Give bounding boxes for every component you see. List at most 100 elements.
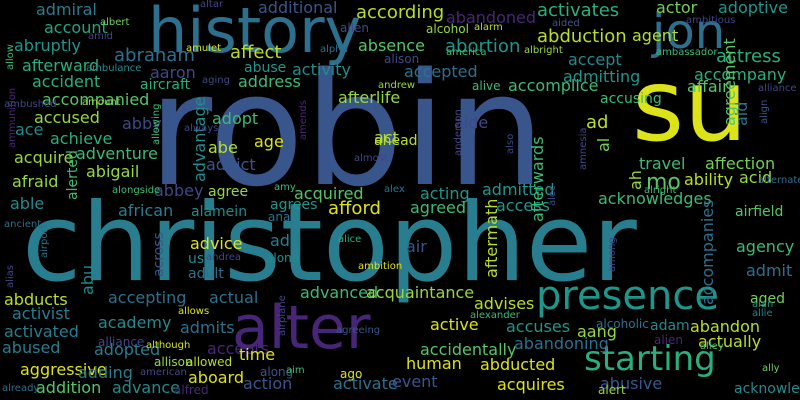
word: accepted bbox=[404, 62, 478, 81]
word: ah bbox=[626, 170, 645, 190]
word: accuses bbox=[506, 317, 571, 336]
word: american bbox=[140, 367, 187, 378]
word: alcoholic bbox=[596, 317, 649, 331]
word: acting bbox=[420, 184, 470, 203]
word: alone bbox=[266, 251, 300, 265]
word: admiral bbox=[36, 0, 97, 19]
word: across bbox=[151, 232, 167, 277]
word: agreement bbox=[720, 38, 739, 126]
word: actor bbox=[656, 0, 698, 17]
word: allowed bbox=[186, 355, 233, 369]
word: alison bbox=[384, 52, 420, 66]
word: alright bbox=[644, 185, 677, 196]
word: activity bbox=[292, 60, 351, 79]
word: aircraft bbox=[140, 77, 191, 93]
word: accidentally bbox=[420, 340, 517, 359]
word: andrew bbox=[378, 80, 416, 91]
word: abandon bbox=[690, 317, 760, 336]
word: abandoning bbox=[514, 334, 609, 353]
word: adam bbox=[650, 318, 690, 334]
word: air bbox=[406, 237, 427, 256]
word: amends bbox=[298, 100, 309, 140]
word: afford bbox=[328, 198, 381, 219]
word: affection bbox=[705, 154, 776, 173]
word: ace bbox=[15, 120, 44, 139]
word: affect bbox=[230, 42, 282, 63]
word: ambassador bbox=[656, 47, 718, 58]
word: abu bbox=[78, 264, 97, 295]
word: airfield bbox=[735, 204, 784, 220]
word: event bbox=[392, 372, 438, 391]
word: agreeing bbox=[336, 325, 381, 336]
word: admit bbox=[746, 261, 793, 280]
word: allows bbox=[178, 306, 210, 317]
word: alpha bbox=[320, 44, 348, 55]
word: admitted bbox=[482, 180, 555, 199]
word: christopher bbox=[22, 181, 637, 306]
word: time bbox=[239, 345, 276, 364]
word: albert bbox=[100, 17, 130, 28]
word: airplane bbox=[277, 295, 288, 336]
word: anderson bbox=[453, 109, 464, 156]
word: alien bbox=[654, 333, 684, 347]
word: ahead bbox=[374, 133, 418, 149]
word: ana bbox=[268, 210, 291, 224]
word: abandoned bbox=[446, 8, 536, 27]
word: actually bbox=[698, 332, 762, 351]
word: adopt bbox=[212, 109, 259, 128]
word: amulet bbox=[186, 43, 222, 54]
word: adult bbox=[188, 266, 224, 282]
word: acid bbox=[739, 168, 773, 187]
word: america bbox=[446, 47, 487, 58]
word: abusive bbox=[600, 374, 663, 393]
word: alert bbox=[598, 383, 626, 397]
word: adopted bbox=[94, 340, 161, 359]
word: almost bbox=[354, 153, 388, 164]
word: aged bbox=[750, 291, 785, 307]
word: admits bbox=[180, 318, 235, 337]
word: afterlife bbox=[338, 88, 401, 107]
word: afterward bbox=[22, 56, 100, 75]
word: act bbox=[374, 128, 399, 147]
word: accepts bbox=[207, 339, 270, 358]
word: advice bbox=[190, 234, 243, 253]
word: abe bbox=[208, 138, 238, 157]
word: accept bbox=[568, 50, 622, 69]
word: abused bbox=[2, 338, 61, 357]
word: agent bbox=[632, 26, 679, 45]
word: actress bbox=[716, 46, 781, 67]
word: allison bbox=[154, 355, 193, 369]
word: alley bbox=[700, 341, 724, 352]
word: alongside bbox=[112, 185, 161, 196]
word: acquire bbox=[14, 148, 74, 167]
word: advises bbox=[474, 294, 535, 313]
word: agency bbox=[736, 237, 795, 256]
word: aided bbox=[552, 18, 580, 29]
word: agree bbox=[208, 184, 249, 200]
word: acknowledges bbox=[598, 189, 712, 208]
word: always bbox=[184, 123, 219, 134]
word: alarm bbox=[474, 22, 503, 33]
word: ambulance bbox=[86, 63, 142, 74]
word: academy bbox=[98, 313, 172, 332]
word: accident bbox=[32, 72, 101, 91]
word: presence bbox=[536, 273, 719, 319]
word: ally bbox=[762, 363, 780, 374]
word: abducted bbox=[480, 355, 556, 374]
word: already bbox=[2, 383, 40, 394]
word: alcohol bbox=[426, 22, 469, 36]
word: history bbox=[148, 0, 362, 67]
word: age bbox=[254, 132, 284, 151]
word: among bbox=[607, 237, 618, 272]
word: abuse bbox=[244, 60, 287, 76]
word: acknowledge bbox=[734, 381, 800, 397]
word: alexander bbox=[470, 310, 520, 321]
word: activates bbox=[537, 0, 620, 21]
word: jon bbox=[652, 4, 726, 60]
word: ammunition bbox=[7, 87, 18, 148]
word: alternate bbox=[758, 175, 800, 186]
word: accomplice bbox=[508, 76, 599, 95]
word: although bbox=[146, 340, 191, 351]
word: ability bbox=[684, 170, 734, 189]
word: mo bbox=[646, 170, 681, 195]
